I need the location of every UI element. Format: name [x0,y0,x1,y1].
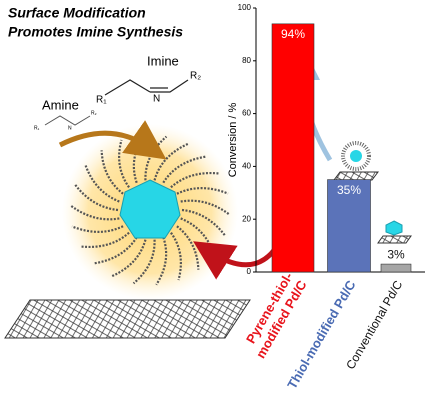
ligand [93,236,138,265]
ligand [100,150,124,195]
y-tick-label: 80 [242,56,251,65]
y-tick-label: 100 [238,3,252,12]
illustration [4,40,412,339]
ligand [153,142,189,181]
y-tick-label: 20 [242,214,251,223]
y-tick-label: 40 [242,162,251,171]
value-label: 35% [337,183,361,197]
y-tick-label: 60 [242,109,251,118]
ligand [170,171,221,189]
ligand [181,208,227,237]
title-line: Surface Modification [8,5,146,21]
annotation: Amine [42,97,79,112]
title-line: Promotes Imine Synthesis [8,24,183,40]
annotation: R₁ [34,125,40,131]
y-tick-label: 0 [247,267,252,276]
bar [327,179,371,273]
annotation: R₂ [190,71,201,82]
ligand [180,199,231,216]
annotation: N [153,94,160,105]
ligand [155,236,168,286]
value-label: 3% [387,247,405,261]
ligand [176,187,229,195]
bar [380,263,412,273]
annotation: Imine [147,53,179,68]
ligand [132,239,156,285]
ligand [69,204,120,221]
bar [271,23,315,273]
ligand [79,231,130,249]
ligand [132,134,145,184]
value-label: 94% [281,27,305,41]
ligand [73,183,119,212]
annotation: R₂ [91,110,97,116]
ligand [111,239,147,278]
ligand [118,139,130,188]
ligand [71,225,124,233]
y-axis-label: Conversion / % [227,102,239,177]
ligand [170,232,182,281]
ligand [84,165,120,203]
annotation: N [68,125,72,131]
annotation: R₁ [96,95,107,106]
ligand [162,155,207,184]
